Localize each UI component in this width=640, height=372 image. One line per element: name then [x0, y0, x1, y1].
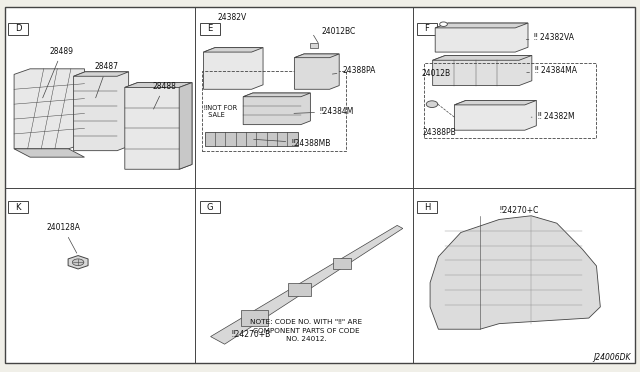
Bar — [417, 201, 437, 213]
Text: 28487: 28487 — [95, 62, 119, 98]
Text: J24006DK: J24006DK — [593, 353, 630, 362]
Text: 240128A: 240128A — [46, 223, 80, 253]
Text: H: H — [424, 203, 430, 212]
Bar — [424, 63, 596, 138]
Text: ‼NOT FOR
  SALE: ‼NOT FOR SALE — [204, 105, 237, 118]
Polygon shape — [333, 258, 351, 269]
Text: ‼24384M: ‼24384M — [294, 107, 355, 116]
Polygon shape — [125, 83, 192, 87]
Polygon shape — [435, 23, 528, 52]
Polygon shape — [433, 55, 532, 86]
Text: F: F — [424, 24, 429, 33]
Polygon shape — [435, 23, 528, 28]
Polygon shape — [74, 72, 129, 76]
Bar — [205, 132, 298, 146]
Polygon shape — [310, 43, 318, 48]
Bar — [202, 71, 346, 151]
Text: 24388PB: 24388PB — [422, 128, 456, 137]
Polygon shape — [204, 48, 263, 52]
Text: ‼24270+C: ‼24270+C — [499, 206, 539, 218]
Text: 28488: 28488 — [152, 82, 176, 109]
Text: G: G — [207, 203, 213, 212]
Polygon shape — [454, 100, 536, 105]
Polygon shape — [289, 283, 311, 296]
Bar — [200, 201, 220, 213]
Polygon shape — [14, 69, 84, 149]
Polygon shape — [241, 310, 268, 326]
Text: ‼ 24384MA: ‼ 24384MA — [527, 66, 577, 75]
Circle shape — [440, 22, 447, 26]
Circle shape — [426, 101, 438, 108]
Polygon shape — [74, 72, 129, 151]
Text: ‼ 24382M: ‼ 24382M — [531, 112, 574, 121]
Polygon shape — [294, 54, 339, 58]
Text: ‼24388MB: ‼24388MB — [253, 139, 331, 148]
Text: 28489: 28489 — [43, 47, 74, 98]
Polygon shape — [430, 216, 600, 329]
Text: ‼ 24382VA: ‼ 24382VA — [526, 33, 575, 42]
Text: E: E — [207, 24, 212, 33]
Polygon shape — [433, 55, 532, 60]
Polygon shape — [294, 54, 339, 89]
Polygon shape — [243, 93, 310, 97]
Circle shape — [72, 259, 84, 266]
Text: K: K — [15, 203, 20, 212]
Text: 24382V: 24382V — [217, 13, 246, 22]
Polygon shape — [14, 149, 84, 157]
Text: 24012B: 24012B — [421, 69, 451, 78]
Bar — [8, 201, 28, 213]
Text: 24012BC: 24012BC — [322, 27, 356, 36]
Polygon shape — [211, 225, 403, 344]
Polygon shape — [125, 83, 192, 169]
Bar — [8, 23, 28, 35]
Text: 24388PA: 24388PA — [332, 66, 376, 75]
Text: D: D — [15, 24, 21, 33]
Polygon shape — [68, 256, 88, 269]
Polygon shape — [454, 100, 536, 130]
Polygon shape — [204, 48, 263, 89]
Text: NOTE: CODE NO. WITH "‼" ARE
COMPONENT PARTS OF CODE
NO. 24012.: NOTE: CODE NO. WITH "‼" ARE COMPONENT PA… — [250, 319, 362, 342]
Polygon shape — [179, 83, 192, 169]
Bar — [417, 23, 437, 35]
Polygon shape — [243, 93, 310, 125]
Text: ‼24270+B: ‼24270+B — [232, 330, 271, 339]
Bar — [200, 23, 220, 35]
